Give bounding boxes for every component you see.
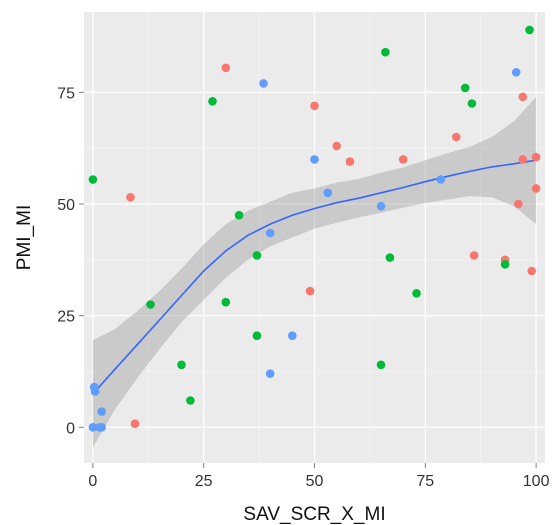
blue-data-point	[97, 423, 106, 432]
red-data-point	[345, 157, 355, 166]
smooth-line	[92, 159, 537, 395]
green-data-point	[460, 83, 470, 93]
blue-data-point	[511, 68, 521, 77]
y-tick-label: 50	[57, 197, 75, 214]
green-data-point	[376, 360, 386, 370]
green-data-point	[88, 175, 98, 184]
confidence-ribbon	[92, 96, 537, 448]
blue-data-point	[310, 155, 319, 164]
x-tick-label: 100	[523, 473, 550, 490]
green-data-point	[500, 260, 510, 269]
y-tick-label: 75	[57, 85, 75, 102]
red-data-point	[531, 152, 541, 162]
blue-data-point	[90, 387, 100, 396]
x-axis-title: SAV_SCR_X_MI	[243, 504, 385, 525]
green-data-point	[208, 97, 217, 106]
red-data-point	[310, 101, 319, 111]
data-points	[88, 25, 541, 432]
green-data-point	[177, 360, 186, 370]
red-data-point	[531, 184, 541, 193]
y-tick-label: 25	[57, 309, 75, 326]
blue-data-point	[288, 331, 297, 341]
blue-data-point	[265, 228, 275, 238]
green-data-point	[381, 47, 390, 57]
x-axis-ticks: 0 25 50 75 100	[88, 463, 550, 490]
y-axis-title: PMI_MI	[14, 205, 35, 270]
red-data-point	[221, 63, 231, 73]
green-data-point	[146, 300, 155, 309]
red-data-point	[452, 132, 461, 142]
x-tick-label: 0	[88, 473, 97, 490]
green-data-point	[525, 25, 534, 35]
green-data-point	[467, 99, 477, 108]
red-data-point	[398, 155, 408, 164]
green-data-point	[234, 210, 244, 220]
red-data-point	[518, 92, 528, 102]
x-tick-label: 50	[306, 473, 324, 490]
green-data-point	[252, 251, 262, 260]
blue-data-point	[88, 423, 98, 432]
blue-data-point	[436, 175, 446, 184]
green-data-point	[221, 297, 231, 307]
x-tick-label: 75	[416, 473, 434, 490]
blue-data-point	[97, 407, 106, 416]
red-data-point	[514, 199, 523, 209]
red-data-point	[305, 286, 315, 296]
green-data-point	[385, 253, 395, 262]
blue-data-point	[265, 369, 275, 379]
major-gridlines	[84, 12, 545, 463]
red-data-point	[130, 419, 140, 429]
y-tick-label: 0	[66, 420, 75, 437]
red-data-point	[126, 193, 135, 202]
red-data-point	[332, 141, 342, 151]
red-data-point	[469, 251, 479, 260]
blue-data-point	[323, 188, 333, 198]
x-tick-label: 25	[195, 473, 213, 490]
green-data-point	[412, 289, 421, 298]
red-data-point	[527, 266, 536, 276]
y-axis-ticks: 0 25 50 75	[57, 85, 84, 437]
green-data-point	[186, 396, 195, 405]
blue-data-point	[259, 79, 268, 88]
red-data-point	[518, 155, 528, 164]
green-data-point	[252, 331, 262, 341]
blue-data-point	[376, 201, 386, 211]
